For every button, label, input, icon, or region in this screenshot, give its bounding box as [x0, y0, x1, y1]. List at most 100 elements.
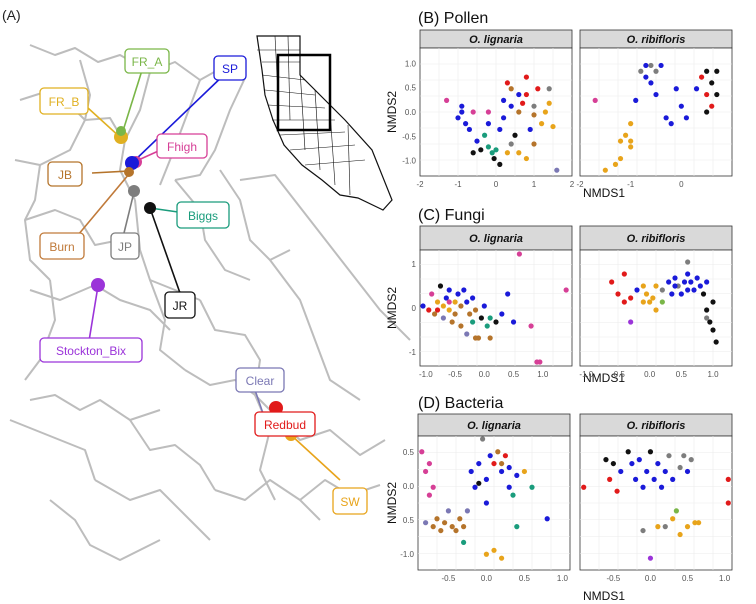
- point-jb: [487, 335, 493, 341]
- svg-text:SP: SP: [222, 62, 238, 76]
- svg-text:Burn: Burn: [49, 240, 74, 254]
- point-biggs: [514, 524, 520, 530]
- y-tick-label: 1: [412, 260, 417, 269]
- point-jp: [546, 86, 552, 92]
- x-tick-label: -1: [454, 180, 462, 189]
- connector-jp: [123, 191, 135, 234]
- point-sw: [653, 283, 659, 289]
- point-jb: [472, 335, 479, 341]
- point-jr: [603, 457, 609, 463]
- x-tick-label: -1.0: [419, 370, 433, 379]
- point-jr: [497, 161, 503, 167]
- point-fhigh: [446, 299, 452, 305]
- point-sw: [643, 291, 650, 297]
- point-jb: [438, 527, 444, 534]
- point-clear: [464, 508, 470, 514]
- x-tick-label: 0.0: [645, 574, 657, 583]
- point-sw: [546, 100, 552, 106]
- point-sp: [655, 460, 661, 467]
- point-sw: [550, 123, 556, 130]
- point-sp: [474, 138, 480, 144]
- point-fhigh: [429, 291, 435, 297]
- point-jr: [610, 460, 616, 467]
- point-sp: [634, 287, 640, 293]
- point-sp: [685, 271, 691, 277]
- point-fhigh: [426, 492, 432, 498]
- x-tick-label: 0.5: [676, 370, 688, 379]
- point-sw: [516, 150, 522, 156]
- point-redbud: [628, 295, 634, 301]
- point-sp: [663, 115, 669, 121]
- label-jr: JR: [164, 291, 196, 319]
- point-sp: [662, 468, 668, 475]
- facet-o-ribifloris: O. ribifloris -1.0 -0.5 0.0 0.5 1.0: [579, 225, 733, 379]
- point-sw: [617, 138, 624, 144]
- inset-study-box: [276, 53, 332, 132]
- point-redbud: [615, 291, 621, 297]
- point-redbud: [699, 74, 705, 80]
- point-jr: [493, 319, 499, 325]
- point-sp: [683, 115, 689, 121]
- point-jr: [700, 291, 707, 297]
- x-tick-label: 0.5: [508, 370, 520, 379]
- point-sp: [633, 476, 639, 482]
- point-redbud: [491, 460, 497, 467]
- point-sw: [647, 299, 653, 305]
- label-jb: JB: [47, 161, 83, 187]
- point-sw: [491, 547, 497, 553]
- svg-text:JP: JP: [118, 240, 132, 254]
- point-redbud: [609, 279, 615, 285]
- point-jb: [430, 524, 436, 530]
- point-sw: [434, 299, 441, 305]
- point-redbud: [504, 80, 510, 86]
- point-jp: [704, 315, 710, 321]
- plot-title: (C) Fungi: [418, 207, 485, 224]
- svg-text:Stockton_Bix: Stockton_Bix: [56, 344, 126, 358]
- point-jp: [508, 141, 514, 147]
- point-sp: [670, 476, 676, 482]
- label-redbud: Redbud: [254, 411, 316, 437]
- point-jb: [495, 449, 501, 455]
- point-sp: [694, 275, 700, 281]
- connector-stockton-bix: [88, 285, 99, 342]
- label-clear: Clear: [235, 367, 285, 393]
- point-biggs: [489, 150, 495, 156]
- point-sp: [658, 62, 664, 69]
- point-sw: [628, 144, 634, 150]
- point-jb: [449, 319, 455, 325]
- label-jp: JP: [110, 232, 140, 260]
- point-jb: [516, 109, 522, 115]
- point-sp: [501, 115, 507, 121]
- point-redbud: [621, 271, 627, 277]
- facet-strip-label: O. lignaria: [469, 34, 523, 46]
- point-sw: [504, 150, 510, 156]
- point-jb: [452, 311, 458, 317]
- point-sp: [544, 516, 550, 522]
- point-fhigh: [537, 359, 543, 365]
- svg-text:Biggs: Biggs: [188, 209, 218, 223]
- point-sw: [640, 299, 646, 305]
- point-sp: [684, 468, 691, 475]
- point-redbud: [523, 91, 529, 98]
- point-sp: [505, 291, 511, 297]
- point-fhigh: [485, 109, 491, 115]
- svg-text:JR: JR: [173, 299, 188, 313]
- point-jb: [461, 524, 467, 530]
- point-sp: [514, 472, 520, 479]
- point-sw: [542, 109, 548, 115]
- y-tick-label: 1.0: [405, 59, 417, 68]
- point-jr: [476, 480, 482, 486]
- point-sp: [651, 476, 657, 482]
- y-tick-label: -1.0: [402, 157, 416, 166]
- point-fhigh: [430, 484, 436, 490]
- x-tick-label: -0.5: [611, 370, 625, 379]
- point-jb: [457, 516, 463, 522]
- point-jb: [453, 527, 459, 534]
- y-tick-label: 0: [412, 304, 417, 313]
- point-sp: [672, 283, 678, 289]
- site-map: (A): [2, 7, 411, 561]
- x-tick-label: -0.5: [606, 574, 620, 583]
- facet-o-lignaria: O. lignaria -1.0 -0.5 0.0 0.5 1.0 1 0 -1: [409, 225, 573, 379]
- point-redbud: [704, 91, 710, 98]
- point-sp: [658, 484, 665, 490]
